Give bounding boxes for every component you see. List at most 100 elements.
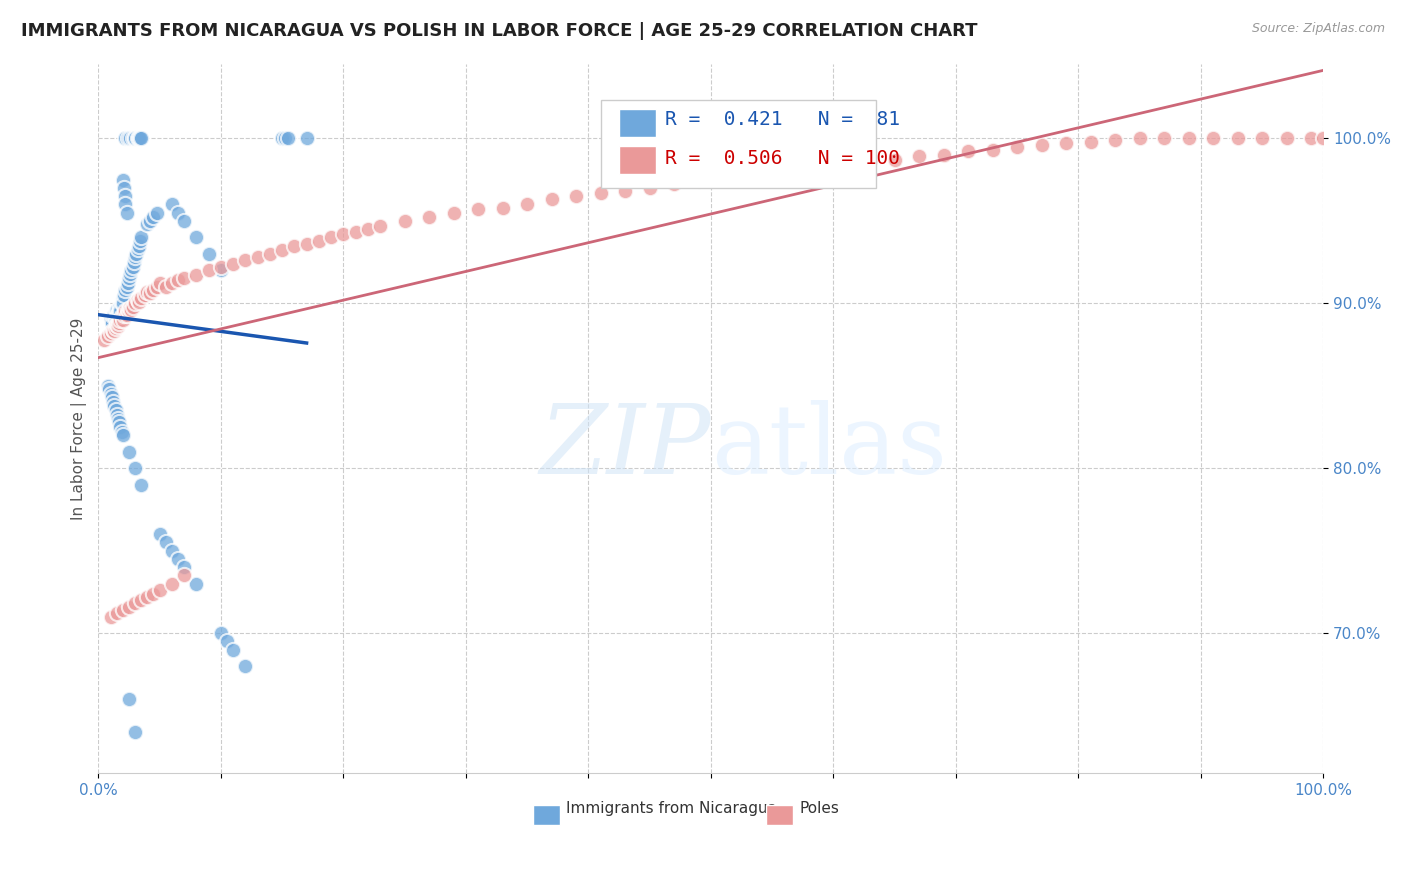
Point xyxy=(1226,131,1249,145)
Point xyxy=(127,293,149,307)
Point xyxy=(103,308,125,322)
Point xyxy=(233,659,256,673)
Point xyxy=(120,301,142,315)
Point xyxy=(124,250,146,264)
Point xyxy=(115,308,138,322)
Point xyxy=(136,217,159,231)
Point xyxy=(1312,131,1334,145)
Point xyxy=(259,246,281,260)
Point xyxy=(209,260,232,274)
Text: R =  0.421   N =  81: R = 0.421 N = 81 xyxy=(665,111,900,129)
Point xyxy=(1177,131,1199,145)
Point xyxy=(167,205,190,219)
Point xyxy=(120,267,142,281)
Point xyxy=(160,197,183,211)
Point xyxy=(111,428,134,442)
Point xyxy=(357,222,380,236)
Point xyxy=(810,161,832,175)
Point xyxy=(516,197,538,211)
Point xyxy=(108,304,131,318)
Point xyxy=(142,211,165,225)
Point xyxy=(1251,131,1274,145)
Point xyxy=(101,395,124,409)
Point xyxy=(173,271,195,285)
Point xyxy=(108,316,131,330)
Point xyxy=(112,308,135,322)
Point xyxy=(149,583,172,598)
Point xyxy=(209,626,232,640)
Text: IMMIGRANTS FROM NICARAGUA VS POLISH IN LABOR FORCE | AGE 25-29 CORRELATION CHART: IMMIGRANTS FROM NICARAGUA VS POLISH IN L… xyxy=(21,22,977,40)
Point xyxy=(117,131,139,145)
Point xyxy=(111,291,134,305)
Point xyxy=(114,197,136,211)
Point xyxy=(155,535,177,549)
Point xyxy=(128,294,150,309)
Point xyxy=(114,131,136,145)
Point xyxy=(114,283,136,297)
Point xyxy=(117,302,139,317)
Point xyxy=(118,599,141,614)
Point xyxy=(233,253,256,268)
Point xyxy=(104,403,127,417)
Text: Poles: Poles xyxy=(799,801,839,816)
Point xyxy=(122,255,145,269)
Bar xyxy=(619,109,655,137)
Bar xyxy=(533,805,560,825)
Point xyxy=(129,234,152,248)
Text: ZIP: ZIP xyxy=(540,401,711,494)
Point xyxy=(93,333,115,347)
Point xyxy=(136,590,159,604)
Point xyxy=(98,382,121,396)
Point xyxy=(662,178,685,192)
Point xyxy=(368,219,391,233)
Point xyxy=(129,131,152,145)
Point xyxy=(128,238,150,252)
Point xyxy=(120,302,142,317)
Point xyxy=(271,131,294,145)
Point xyxy=(295,131,318,145)
Point xyxy=(155,279,177,293)
Point xyxy=(167,552,190,566)
Point xyxy=(540,192,562,206)
Point xyxy=(786,162,808,177)
Point xyxy=(121,300,143,314)
Point xyxy=(114,189,136,203)
Point xyxy=(101,316,124,330)
Point xyxy=(173,568,195,582)
Point xyxy=(957,145,980,159)
Point xyxy=(142,586,165,600)
Point xyxy=(129,230,152,244)
Point xyxy=(97,378,120,392)
Point xyxy=(688,174,710,188)
Point xyxy=(295,236,318,251)
Point xyxy=(139,286,162,301)
Point xyxy=(565,189,588,203)
Point xyxy=(883,153,905,167)
Point xyxy=(107,319,129,334)
Point xyxy=(124,597,146,611)
Point xyxy=(160,576,183,591)
Point xyxy=(112,181,135,195)
Point xyxy=(418,211,440,225)
Point xyxy=(761,166,783,180)
Point xyxy=(981,143,1004,157)
Point xyxy=(167,273,190,287)
Bar xyxy=(619,145,655,174)
Point xyxy=(111,296,134,310)
Point xyxy=(1104,133,1126,147)
Point xyxy=(1202,131,1225,145)
Point xyxy=(118,692,141,706)
Point xyxy=(110,300,132,314)
Point xyxy=(104,304,127,318)
Point xyxy=(129,593,152,607)
Point xyxy=(443,205,465,219)
Text: Immigrants from Nicaragua: Immigrants from Nicaragua xyxy=(567,801,778,816)
Point xyxy=(101,323,124,337)
Point xyxy=(118,271,141,285)
Point xyxy=(117,277,139,291)
Point xyxy=(110,420,132,434)
Point xyxy=(1275,131,1298,145)
Point xyxy=(104,321,127,335)
Point xyxy=(277,131,299,145)
Point xyxy=(121,131,143,145)
